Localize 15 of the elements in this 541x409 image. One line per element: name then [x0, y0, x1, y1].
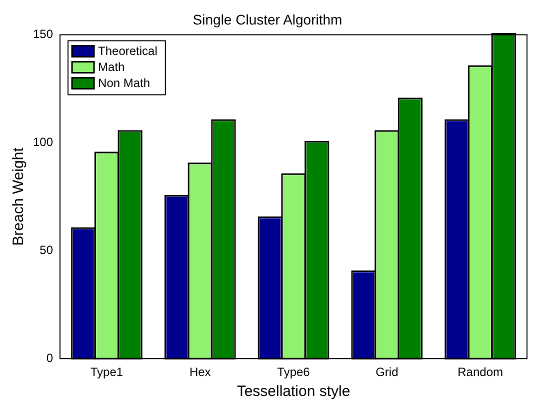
- legend-label: Non Math: [98, 76, 150, 90]
- x-tick-label: Random: [458, 365, 503, 380]
- x-tick-label: Grid: [376, 365, 398, 380]
- x-tick-label: Type1: [90, 365, 124, 380]
- y-tick-label: 100: [32, 135, 54, 150]
- chart-title: Single Cluster Algorithm: [192, 11, 342, 28]
- y-axis-title: Breach Weight: [10, 146, 28, 246]
- legend-label: Math: [98, 60, 125, 74]
- y-tick-label: 150: [32, 27, 54, 42]
- y-tick-label: 0: [46, 350, 54, 365]
- legend-label: Theoretical: [98, 44, 158, 58]
- x-tick-label: Type6: [277, 365, 310, 380]
- y-tick-label: 50: [40, 242, 54, 257]
- x-tick-label: Hex: [189, 365, 211, 380]
- x-axis-title: Tessellation style: [236, 383, 350, 400]
